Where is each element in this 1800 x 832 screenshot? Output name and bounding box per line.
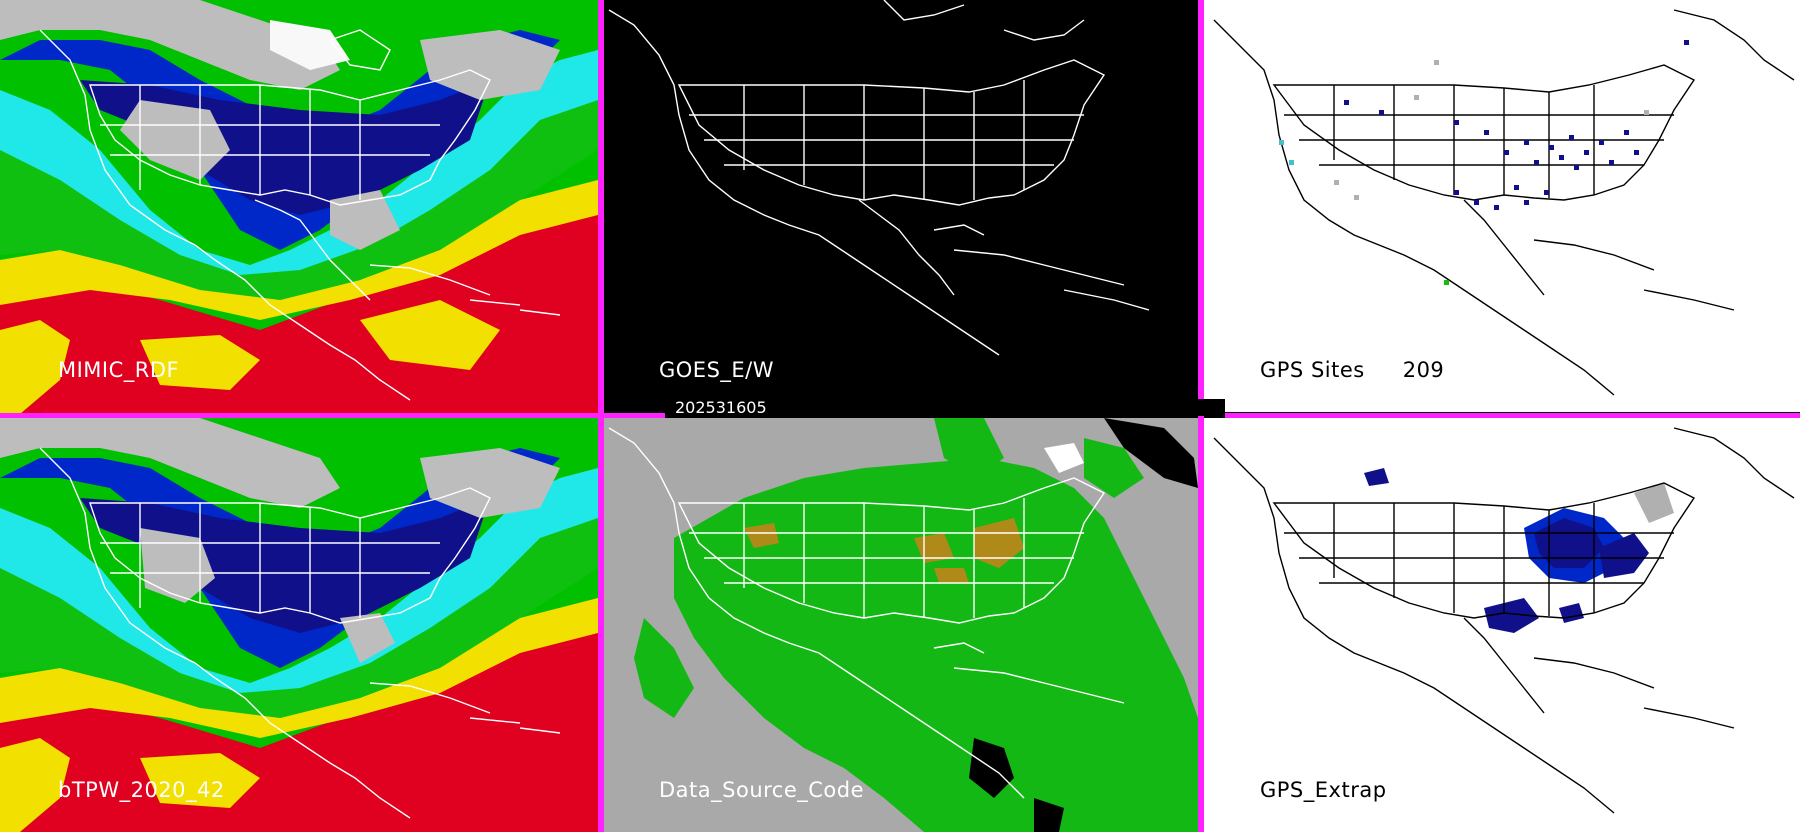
panel-data-source-code: Data_Source_Code bbox=[604, 418, 1198, 832]
gps-site-markers bbox=[1279, 40, 1689, 285]
panel-btpw: bTPW_2020_42 bbox=[0, 418, 598, 832]
map-outlines bbox=[39, 447, 561, 819]
source-field bbox=[634, 418, 1198, 832]
map-outlines bbox=[608, 0, 1150, 356]
panel-gps-extrap: GPS_Extrap bbox=[1204, 418, 1800, 832]
gps-sites-map bbox=[1213, 9, 1795, 396]
source-map bbox=[608, 418, 1198, 832]
panel-label: GPS Sites 209 bbox=[1260, 358, 1444, 382]
timestamp: 202531605 bbox=[675, 398, 767, 417]
tpw-map bbox=[0, 418, 598, 832]
panel-goes-ew: GOES_E/W bbox=[604, 0, 1198, 399]
satellite-map bbox=[608, 0, 1150, 356]
gps-site-count: 209 bbox=[1402, 358, 1445, 382]
panel-label: GOES_E/W bbox=[659, 358, 775, 382]
timestamp-bar: 202531605 bbox=[665, 399, 1225, 416]
map-outlines bbox=[1213, 9, 1795, 396]
separator-horizontal-right bbox=[1225, 413, 1800, 418]
tpw-field bbox=[0, 0, 598, 414]
panel-label: MIMIC_RDF bbox=[58, 358, 180, 382]
map-outlines bbox=[1213, 427, 1795, 814]
panel-label: bTPW_2020_42 bbox=[58, 778, 225, 802]
tpw-field bbox=[0, 418, 598, 832]
separator-horizontal-left bbox=[0, 413, 665, 418]
panel-label: Data_Source_Code bbox=[659, 778, 865, 802]
map-outlines bbox=[39, 29, 561, 401]
panel-mimic-rdf: MIMIC_RDF bbox=[0, 0, 598, 414]
gps-sites-label: GPS Sites bbox=[1260, 358, 1365, 382]
separator-vertical-right bbox=[1198, 0, 1204, 832]
panel-gps-sites: GPS Sites 209 bbox=[1204, 0, 1800, 412]
map-outlines bbox=[608, 427, 1125, 799]
gps-extrap-map bbox=[1213, 427, 1795, 814]
tpw-map bbox=[0, 0, 598, 414]
panel-label: GPS_Extrap bbox=[1260, 778, 1387, 802]
